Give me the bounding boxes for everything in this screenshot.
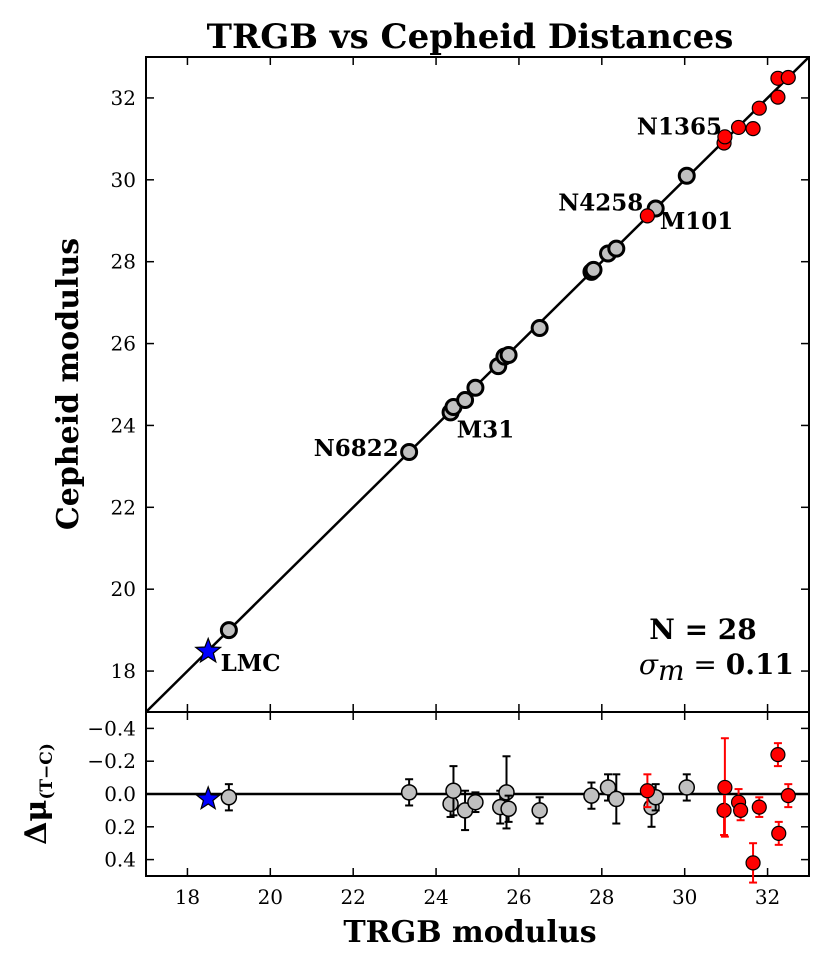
residual-ylabel-symbol: Δμ [19,800,54,845]
residual-x-tick-label: 30 [672,885,697,909]
lmc-star-marker [194,636,223,664]
residual-y-tick-label: 0.4 [104,848,136,872]
annotation-label: M101 [660,208,733,235]
x-axis-label: TRGB modulus [343,915,596,950]
residual-x-tick-label: 28 [589,885,614,909]
gray-point [219,621,238,640]
red-residual-point [745,855,761,871]
red-point [780,69,796,86]
red-residual-point [751,799,767,815]
annotation-label: N4258 [558,189,643,216]
gray-residual-point [608,790,625,808]
gray-residual-point [467,793,484,811]
residual-x-tick-label: 26 [506,885,531,909]
residual-x-tick-label: 18 [175,885,200,909]
residual-ylabel-sub: (T−C) [37,743,57,800]
stats-block: N = 28 σm = 0.11 [639,613,794,687]
red-residual-point [770,747,786,763]
red-point [751,100,767,116]
gray-point [400,443,419,462]
main-y-tick-label: 26 [111,332,136,356]
stat-sigma: σm = 0.11 [639,648,794,687]
residual-y-axis-label: Δμ(T−C) [19,743,57,845]
gray-residual-point [445,782,462,799]
main-y-tick-label: 24 [111,413,136,437]
red-point [770,89,786,105]
gray-point [466,378,485,397]
gray-residual-point [678,779,696,796]
main-y-tick-label: 30 [111,168,136,192]
residual-y-tick-label: 0.0 [104,782,136,806]
annotation-label: N6822 [314,435,399,462]
annotation-label: N1365 [637,114,722,141]
gray-point [530,319,549,338]
residual-x-tick-label: 32 [755,885,780,909]
red-point [717,129,733,145]
residual-panel: 18 20 22 24 26 28 30 32 −0.4 −0.2 0.0 0.2 0.4 [87,711,810,909]
residual-x-tick-label: 24 [423,885,448,909]
stat-n: N = 28 [649,613,757,646]
red-residual-point [771,825,787,841]
red-point [730,119,747,136]
chart-title: TRGB vs Cepheid Distances [207,17,734,57]
main-y-tick-label: 32 [111,86,136,110]
gray-point [607,239,626,258]
gray-residual-point [400,784,418,801]
main-y-tick-label: 22 [111,495,136,519]
annotation-label: M31 [457,417,514,444]
red-residual-point [717,779,733,796]
gray-residual-point [500,800,517,818]
main-y-tick-label: 28 [111,250,136,274]
red-residual-point [639,783,655,799]
main-y-tick-label: 18 [111,659,136,683]
lmc-residual-star [195,785,222,810]
annotation-label: LMC [221,650,281,677]
svg-text:Δμ(T−C): Δμ(T−C) [19,743,57,845]
gray-point [677,166,696,185]
residual-x-tick-label: 22 [340,885,365,909]
gray-residual-point [583,787,600,804]
red-residual-point [780,788,796,804]
gray-residual-point [220,789,238,806]
residual-y-tick-label: −0.4 [87,716,136,740]
gray-residual-point [498,784,515,801]
gray-point [584,260,603,279]
y-axis-label: Cepheid modulus [51,238,86,530]
gray-point [499,346,518,365]
gray-residual-point [531,802,548,819]
main-panel: 18 20 22 24 26 28 30 32 N1365 N4258 M101 M31 N6822 LM… [111,56,810,713]
gray-point [456,391,475,410]
residual-x-tick-label: 20 [258,885,283,909]
residual-y-tick-label: −0.2 [87,749,136,773]
red-point [639,208,655,224]
red-point [745,121,761,137]
main-y-tick-label: 20 [111,577,136,601]
red-residual-point [733,802,749,819]
residual-y-tick-label: 0.2 [104,815,136,839]
